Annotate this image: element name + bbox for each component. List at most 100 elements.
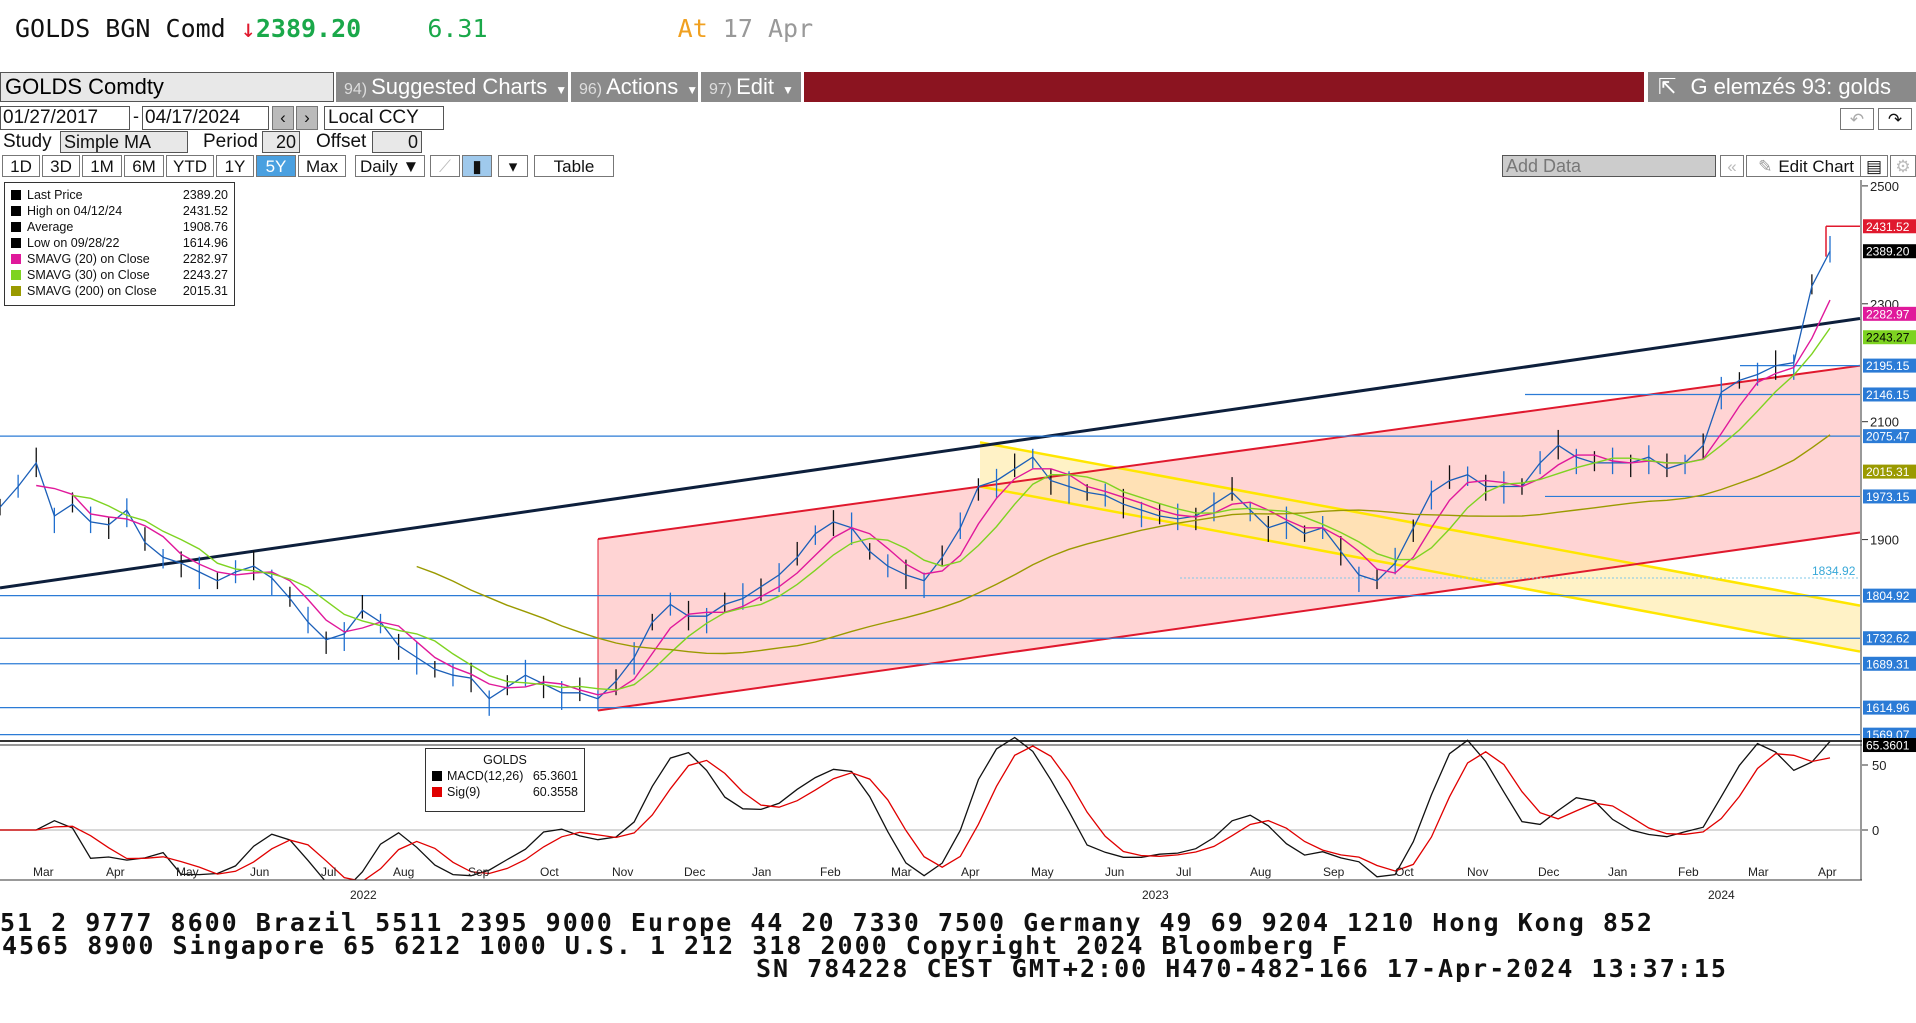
x-month-label: Nov (612, 865, 633, 879)
price-label: 2282.97 (1866, 307, 1910, 321)
suggested-charts-button[interactable]: 94) Suggested Charts ▼ (336, 72, 568, 102)
period-button-ytd[interactable]: YTD (166, 155, 214, 177)
year-label: 2023 (1142, 888, 1169, 902)
x-month-label: Jul (1176, 865, 1191, 879)
x-month-label: May (176, 865, 199, 879)
legend-row: SMAVG (200) on Close 2015.31 (11, 283, 228, 299)
chart-legend: Last Price 2389.20 High on 04/12/24 2431.52… (4, 182, 235, 306)
actions-button[interactable]: 96) Actions ▼ (571, 72, 698, 102)
legend-row: Last Price 2389.20 (11, 187, 228, 203)
chart-settings-icon[interactable]: ▤ (1860, 155, 1888, 177)
legend-label: SMAVG (20) on Close (27, 252, 150, 266)
back-arrow-button[interactable]: ‹ (272, 106, 294, 130)
falling-channel-bottom (979, 485, 1861, 653)
legend-swatch (11, 222, 21, 232)
x-month-label: Mar (1748, 865, 1769, 879)
legend-swatch (11, 190, 21, 200)
price-label: 2195.15 (1866, 359, 1910, 373)
legend-swatch (11, 270, 21, 280)
date-separator: - (133, 106, 139, 126)
legend-value: 1908.76 (182, 220, 228, 234)
analysis-tab[interactable]: ⇱ G elemzés 93: golds (1648, 72, 1916, 102)
end-date-input[interactable]: 04/17/2024 (142, 106, 269, 130)
signal-line (0, 745, 1831, 880)
macd-value-label: 65.3601 (1866, 739, 1910, 753)
gear-icon[interactable]: ⚙ (1890, 155, 1916, 177)
suggested-num: 94) (344, 81, 368, 98)
macd-value-bg (1863, 738, 1916, 753)
macd-legend-label: Sig(9) (447, 785, 481, 799)
offset-input[interactable]: 0 (372, 131, 422, 153)
period-button-1y[interactable]: 1Y (216, 155, 254, 177)
period-label: Period (203, 131, 258, 152)
external-link-icon: ⇱ (1658, 74, 1677, 99)
legend-value: 2389.20 (182, 188, 228, 202)
legend-value: 2015.31 (182, 284, 228, 298)
year-label: 2022 (350, 888, 377, 902)
macd-legend-label: MACD(12,26) (447, 769, 524, 783)
edit-button[interactable]: 97) Edit ▼ (701, 72, 801, 102)
study-row: Study Simple MA Period 20 Offset 0 (0, 131, 1916, 153)
price-label-bg (1863, 631, 1916, 646)
legend-row: SMAVG (30) on Close 2243.27 (11, 267, 228, 283)
y-tick-label: 2100 (1870, 415, 1899, 430)
period-button-1d[interactable]: 1D (2, 155, 40, 177)
sma-30-line (72, 327, 1831, 691)
price-label-bg (1863, 244, 1916, 259)
frequency-select[interactable]: Daily ▼ (355, 155, 425, 177)
edit-chart-button[interactable]: ✎ Edit Chart (1746, 155, 1866, 177)
macd-legend-value: 60.3558 (532, 785, 578, 799)
legend-value: 1614.96 (182, 236, 228, 250)
period-button-6m[interactable]: 6M (124, 155, 164, 177)
price-chart[interactable]: 25002300210019001834.922431.522389.20228… (0, 180, 1916, 880)
currency-select[interactable]: Local CCY (324, 106, 444, 130)
price-label-bg (1863, 588, 1916, 603)
level-1834-label: 1834.92 (1812, 564, 1856, 578)
footer-ticker-line3: SN 784228 CEST GMT+2:00 H470-482-166 17-… (756, 954, 1728, 983)
edit-chart-label: Edit Chart (1778, 157, 1854, 176)
year-label: 2024 (1708, 888, 1735, 902)
add-data-input[interactable]: Add Data (1502, 155, 1716, 177)
collapse-icon[interactable]: « (1720, 155, 1744, 177)
x-month-label: Jun (1105, 865, 1124, 879)
price-label-bg (1863, 306, 1916, 321)
price-label-bg (1863, 656, 1916, 671)
x-month-label: Apr (106, 865, 125, 879)
sma-20-line (36, 299, 1831, 696)
price-label: 1804.92 (1866, 589, 1910, 603)
legend-swatch (11, 206, 21, 216)
legend-row: Low on 09/28/22 1614.96 (11, 235, 228, 251)
price-label-bg (1863, 358, 1916, 373)
edit-label: Edit (736, 74, 775, 99)
study-select[interactable]: Simple MA (60, 131, 188, 153)
period-input[interactable]: 20 (262, 131, 300, 153)
price-label-bg (1863, 219, 1916, 234)
undo-icon[interactable]: ↶ (1840, 108, 1874, 130)
macd-legend-swatch (432, 787, 442, 797)
period-button-3d[interactable]: 3D (42, 155, 80, 177)
footer-ticker-line2: 4565 8900 Singapore 65 6212 1000 U.S. 1 … (2, 931, 1350, 960)
price-label: 2243.27 (1866, 331, 1910, 345)
edit-num: 97) (709, 81, 733, 98)
period-button-max[interactable]: Max (298, 155, 346, 177)
price-label-bg (1863, 387, 1916, 402)
macd-tick-label: 0 (1872, 823, 1879, 838)
price-label: 2015.31 (1866, 465, 1910, 479)
start-date-input[interactable]: 01/27/2017 (0, 106, 130, 130)
legend-row: High on 04/12/24 2431.52 (11, 203, 228, 219)
period-button-5y[interactable]: 5Y (256, 155, 296, 177)
legend-value: 2282.97 (182, 252, 228, 266)
line-chart-icon[interactable]: ⟋ (430, 155, 460, 177)
table-button[interactable]: Table (534, 155, 614, 177)
x-month-label: Apr (1818, 865, 1837, 879)
x-month-label: Apr (961, 865, 980, 879)
redo-icon[interactable]: ↷ (1878, 108, 1912, 130)
bar-chart-icon[interactable]: ▮ (462, 155, 492, 177)
macd-legend-value: 65.3601 (532, 769, 578, 783)
period-button-1m[interactable]: 1M (82, 155, 122, 177)
forward-arrow-button[interactable]: › (296, 106, 318, 130)
legend-swatch (11, 238, 21, 248)
offset-label: Offset (316, 131, 367, 152)
security-input[interactable]: GOLDS Comdty (0, 72, 334, 102)
chart-type-chevron-icon[interactable]: ▾ (498, 155, 528, 177)
